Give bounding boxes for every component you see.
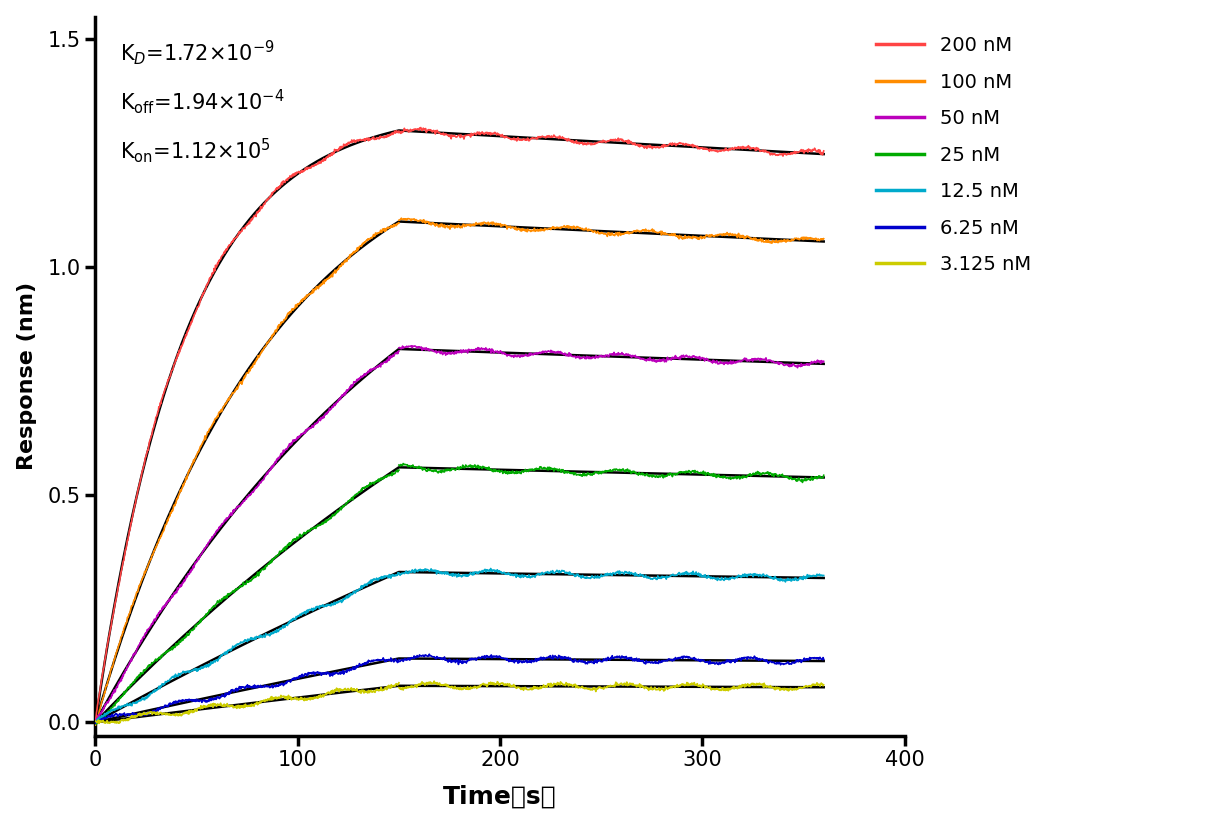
Y-axis label: Response (nm): Response (nm) — [17, 282, 37, 470]
Text: K$_D$=1.72×10$^{-9}$
K$_\mathregular{off}$=1.94×10$^{-4}$
K$_\mathregular{on}$=1: K$_D$=1.72×10$^{-9}$ K$_\mathregular{off… — [119, 38, 284, 165]
Legend: 200 nM, 100 nM, 50 nM, 25 nM, 12.5 nM, 6.25 nM, 3.125 nM: 200 nM, 100 nM, 50 nM, 25 nM, 12.5 nM, 6… — [865, 26, 1040, 284]
X-axis label: Time（s）: Time（s） — [443, 785, 556, 808]
